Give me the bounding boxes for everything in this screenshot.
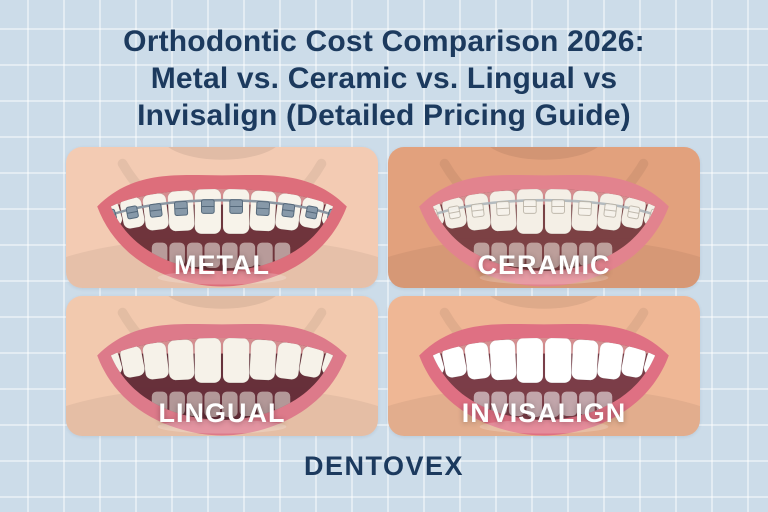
- photo-label-ceramic: CERAMIC: [477, 249, 611, 280]
- photo-card-metal: METAL: [66, 147, 378, 288]
- title-line-2: Metal vs. Ceramic vs. Lingual vs: [150, 62, 618, 95]
- photo-label-lingual: LINGUAL: [158, 398, 286, 428]
- photo-card-lingual: LINGUAL: [66, 296, 378, 437]
- brand-wordmark: DENTOVEX: [303, 451, 465, 481]
- comparison-photo-grid: METAL CERAMIC LINGUAL INVISALIGN: [66, 147, 700, 436]
- photo-card-ceramic: CERAMIC: [388, 147, 700, 288]
- photo-label-metal: METAL: [174, 249, 270, 280]
- photo-label-invisalign: INVISALIGN: [461, 398, 627, 428]
- photo-card-invisalign: INVISALIGN: [388, 296, 700, 437]
- page-title: Orthodontic Cost Comparison 2026: Metal …: [0, 23, 768, 134]
- title-line-3: Invisalign (Detailed Pricing Guide): [137, 99, 631, 132]
- title-line-1: Orthodontic Cost Comparison 2026:: [123, 25, 645, 58]
